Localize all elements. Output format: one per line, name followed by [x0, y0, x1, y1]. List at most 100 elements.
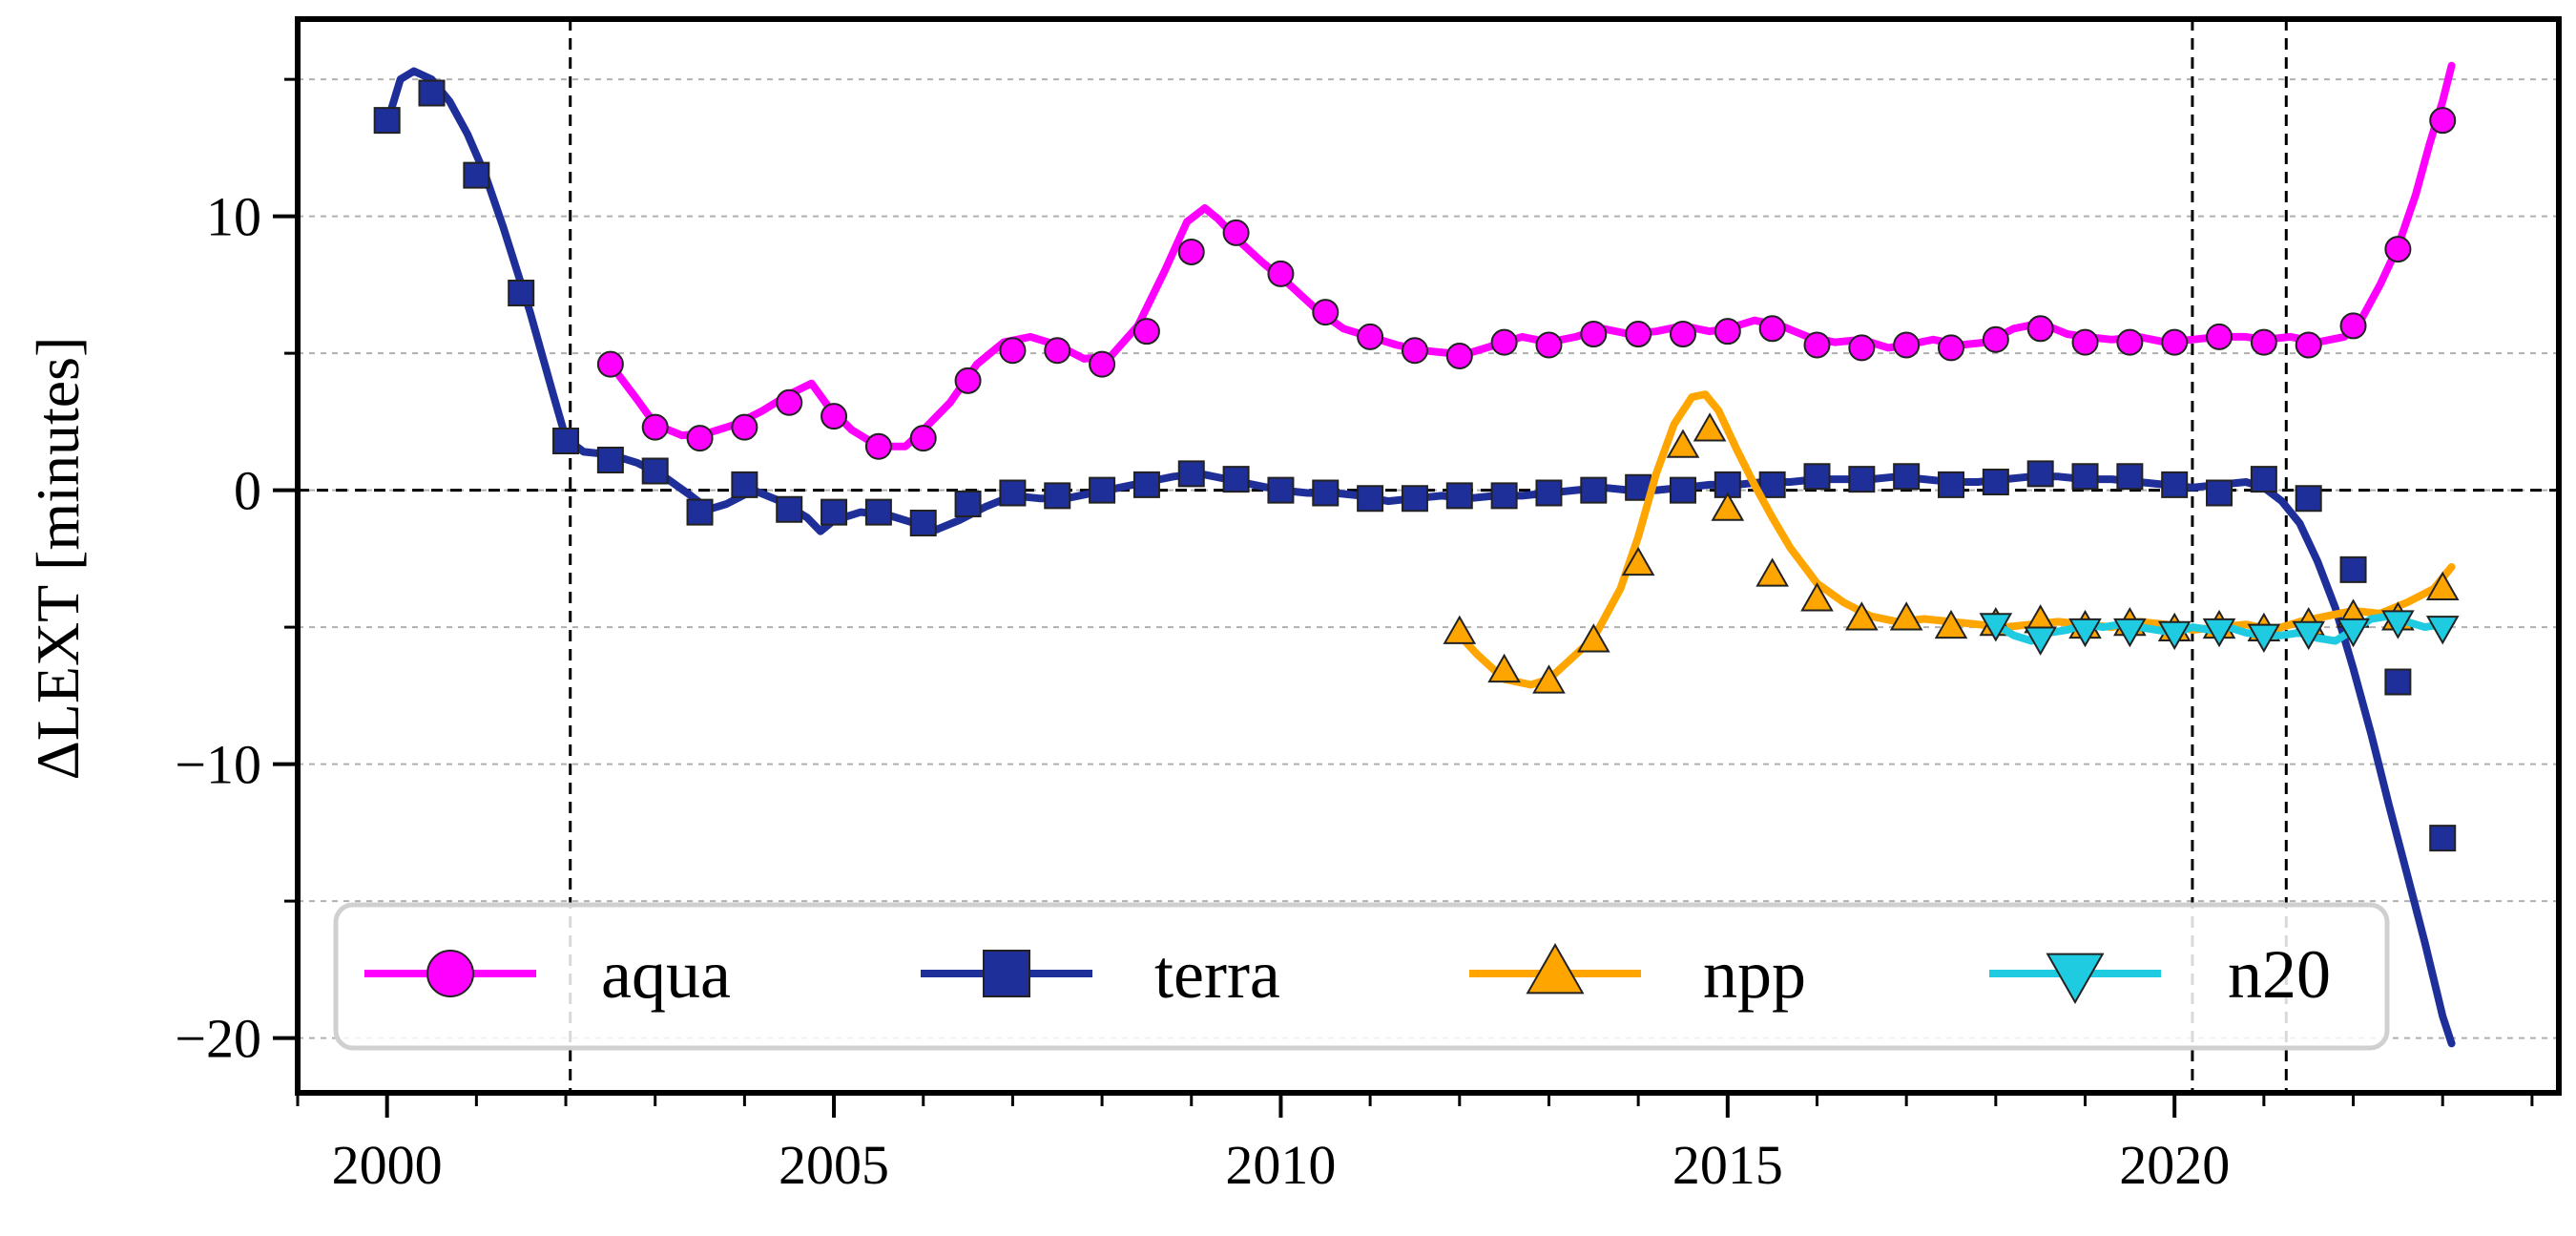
terra-marker — [1445, 482, 1473, 510]
terra-marker — [954, 490, 982, 517]
terra-marker — [2339, 555, 2367, 583]
terra-marker — [2071, 463, 2099, 491]
legend-marker — [426, 950, 474, 997]
terra-marker — [776, 495, 803, 523]
terra-marker — [1580, 476, 1608, 504]
npp-marker — [1532, 664, 1566, 694]
legend-label: terra — [1154, 936, 1280, 1013]
aqua-marker — [1089, 350, 1116, 378]
npp-marker — [1889, 601, 1923, 631]
aqua-marker — [2429, 107, 2457, 135]
aqua-marker — [1669, 321, 1696, 348]
aqua-marker — [2250, 328, 2277, 356]
terra-marker — [821, 498, 848, 526]
legend-marker — [1526, 942, 1585, 995]
terra-marker — [641, 457, 669, 485]
terra-marker — [1714, 471, 1741, 498]
npp-marker — [1693, 412, 1727, 442]
aqua-marker — [1580, 321, 1608, 348]
legend-label: n20 — [2228, 936, 2331, 1013]
n20-marker — [2068, 618, 2102, 648]
legend-item-npp: npp — [1469, 936, 1806, 1013]
aqua-marker — [1445, 342, 1473, 369]
aqua-marker — [1267, 260, 1295, 287]
y-tick-label: −20 — [175, 1008, 261, 1070]
terra-marker — [2161, 471, 2189, 498]
n20-marker — [2381, 610, 2415, 639]
legend-box — [333, 902, 2390, 1051]
aqua-marker — [954, 367, 982, 394]
aqua-marker — [1848, 334, 1876, 362]
terra-marker — [1490, 482, 1518, 510]
n20-marker — [1979, 613, 2013, 642]
legend-item-aqua: aqua — [364, 936, 731, 1013]
npp-marker — [1711, 492, 1745, 521]
x-tick-label: 2020 — [2119, 1134, 2230, 1196]
terra-marker — [552, 427, 580, 454]
aqua-marker — [2206, 323, 2233, 350]
aqua-marker — [1401, 337, 1428, 365]
aqua-marker — [1893, 331, 1921, 359]
terra-marker — [1401, 485, 1428, 513]
aqua-marker — [1222, 219, 1250, 246]
aqua-marker — [1714, 318, 1741, 346]
aqua-marker — [1132, 318, 1160, 346]
terra-marker — [1535, 479, 1563, 507]
legend: aqua terra npp n20 — [333, 902, 2390, 1051]
npp-marker — [1443, 615, 1477, 644]
aqua-marker — [821, 403, 848, 430]
n20-marker — [2202, 618, 2236, 648]
n20-marker — [2157, 620, 2192, 651]
aqua-marker — [1803, 331, 1831, 359]
plot-frame — [295, 16, 2562, 1096]
terra-marker — [1848, 466, 1876, 493]
n20-marker — [2024, 626, 2058, 656]
terra-marker — [2384, 668, 2412, 696]
aqua-marker — [1625, 321, 1652, 348]
aqua-marker — [999, 337, 1027, 365]
legend-marker — [2046, 953, 2105, 1005]
terra-marker — [2026, 460, 2054, 488]
terra-marker — [1312, 479, 1340, 507]
aqua-marker — [909, 425, 937, 452]
aqua-marker — [1357, 323, 1384, 350]
terra-marker — [864, 498, 892, 526]
terra-marker — [1938, 471, 1964, 498]
terra-marker — [686, 498, 714, 526]
terra-marker — [508, 279, 535, 306]
x-tick-label: 2000 — [332, 1134, 443, 1196]
aqua-marker — [1758, 315, 1786, 343]
npp-marker — [1621, 546, 1655, 576]
aqua-marker — [2071, 328, 2099, 356]
terra-marker — [2429, 825, 2457, 852]
terra-marker — [418, 79, 446, 107]
n20-marker — [2113, 618, 2147, 648]
aqua-marker — [596, 350, 624, 378]
terra-marker — [1132, 471, 1160, 498]
data-series — [373, 61, 2460, 1048]
npp-marker — [1487, 653, 1521, 683]
terra-marker — [1893, 463, 1921, 491]
terra-marker — [999, 479, 1027, 507]
aqua-marker — [731, 413, 758, 441]
aqua-marker — [2161, 328, 2189, 356]
aqua-marker — [641, 413, 669, 441]
aqua-marker — [2295, 331, 2322, 359]
y-tick-label: 10 — [206, 186, 261, 248]
npp-marker — [1755, 557, 1789, 587]
terra-marker — [1669, 476, 1696, 504]
terra-marker — [1267, 476, 1295, 504]
terra-marker — [1222, 466, 1250, 493]
legend-label: aqua — [601, 936, 731, 1013]
n20-marker — [2247, 623, 2281, 653]
npp-marker — [1800, 582, 1834, 612]
terra-marker — [731, 471, 758, 498]
terra-marker — [2295, 485, 2322, 513]
n20-marker — [2337, 618, 2370, 648]
terra-marker — [463, 161, 490, 189]
npp-marker — [2425, 571, 2460, 600]
npp-marker — [1934, 609, 1968, 639]
aqua-marker — [686, 425, 714, 452]
